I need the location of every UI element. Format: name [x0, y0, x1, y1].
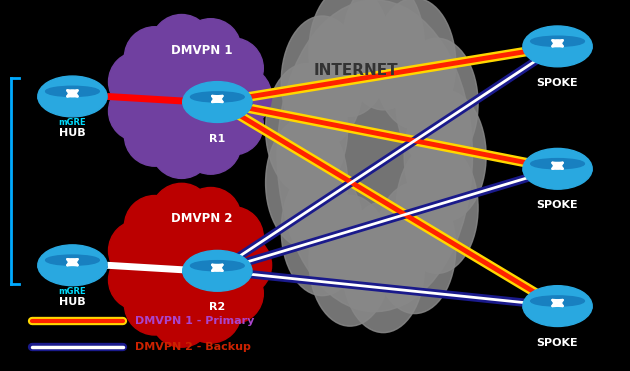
Circle shape	[38, 76, 107, 117]
Ellipse shape	[45, 255, 100, 265]
Ellipse shape	[190, 260, 244, 271]
Ellipse shape	[202, 207, 263, 267]
Ellipse shape	[309, 195, 391, 326]
Text: SPOKE: SPOKE	[537, 338, 578, 348]
Ellipse shape	[38, 261, 107, 273]
Ellipse shape	[45, 86, 100, 96]
Ellipse shape	[124, 196, 185, 256]
Ellipse shape	[202, 38, 263, 99]
Ellipse shape	[266, 63, 348, 194]
Text: HUB: HUB	[59, 128, 86, 138]
Ellipse shape	[183, 267, 252, 278]
Ellipse shape	[108, 250, 169, 310]
Ellipse shape	[281, 165, 364, 296]
Ellipse shape	[108, 81, 169, 141]
Ellipse shape	[40, 253, 105, 267]
Ellipse shape	[202, 263, 263, 324]
Ellipse shape	[266, 117, 348, 248]
Ellipse shape	[404, 91, 486, 221]
Text: DMVPN 1 - Primary: DMVPN 1 - Primary	[135, 316, 255, 326]
Ellipse shape	[185, 90, 249, 104]
Ellipse shape	[151, 183, 212, 244]
Ellipse shape	[40, 85, 105, 98]
Circle shape	[523, 148, 592, 189]
Ellipse shape	[523, 302, 592, 313]
Ellipse shape	[525, 157, 590, 170]
Ellipse shape	[210, 235, 272, 296]
Ellipse shape	[180, 114, 241, 174]
Text: DMVPN 2: DMVPN 2	[171, 213, 232, 226]
Ellipse shape	[190, 92, 244, 102]
Ellipse shape	[523, 42, 592, 54]
Text: SPOKE: SPOKE	[537, 200, 578, 210]
Text: INTERNET: INTERNET	[314, 63, 398, 78]
Ellipse shape	[210, 66, 272, 127]
Circle shape	[523, 26, 592, 67]
Ellipse shape	[108, 220, 169, 281]
Ellipse shape	[180, 19, 241, 79]
Ellipse shape	[202, 94, 263, 155]
Ellipse shape	[342, 202, 425, 333]
Ellipse shape	[530, 296, 585, 306]
Ellipse shape	[180, 282, 241, 343]
Text: R2: R2	[209, 302, 226, 312]
Ellipse shape	[396, 38, 478, 169]
Ellipse shape	[525, 35, 590, 48]
Circle shape	[183, 250, 252, 291]
Ellipse shape	[180, 187, 241, 248]
Ellipse shape	[124, 105, 185, 166]
Ellipse shape	[281, 16, 364, 147]
Ellipse shape	[185, 259, 249, 272]
Ellipse shape	[151, 14, 212, 75]
Circle shape	[38, 245, 107, 286]
Ellipse shape	[523, 165, 592, 176]
Ellipse shape	[117, 24, 261, 169]
Circle shape	[523, 286, 592, 326]
Ellipse shape	[124, 274, 185, 335]
Ellipse shape	[525, 294, 590, 308]
Ellipse shape	[342, 0, 425, 110]
Ellipse shape	[374, 183, 455, 313]
Ellipse shape	[277, 0, 472, 312]
Ellipse shape	[108, 52, 169, 112]
Ellipse shape	[374, 0, 455, 129]
Ellipse shape	[183, 98, 252, 109]
Ellipse shape	[396, 142, 478, 273]
Text: R1: R1	[209, 134, 226, 144]
Ellipse shape	[530, 158, 585, 169]
Ellipse shape	[151, 286, 212, 347]
Ellipse shape	[530, 36, 585, 46]
Ellipse shape	[38, 92, 107, 104]
Ellipse shape	[117, 193, 261, 338]
Text: DMVPN 1: DMVPN 1	[171, 44, 232, 57]
Text: HUB: HUB	[59, 297, 86, 307]
Text: DMVPN 2 - Backup: DMVPN 2 - Backup	[135, 342, 251, 352]
Text: mGRE: mGRE	[59, 118, 86, 127]
Ellipse shape	[124, 27, 185, 88]
Ellipse shape	[309, 0, 391, 116]
Text: SPOKE: SPOKE	[537, 78, 578, 88]
Text: mGRE: mGRE	[59, 287, 86, 296]
Ellipse shape	[151, 118, 212, 178]
Circle shape	[183, 82, 252, 122]
